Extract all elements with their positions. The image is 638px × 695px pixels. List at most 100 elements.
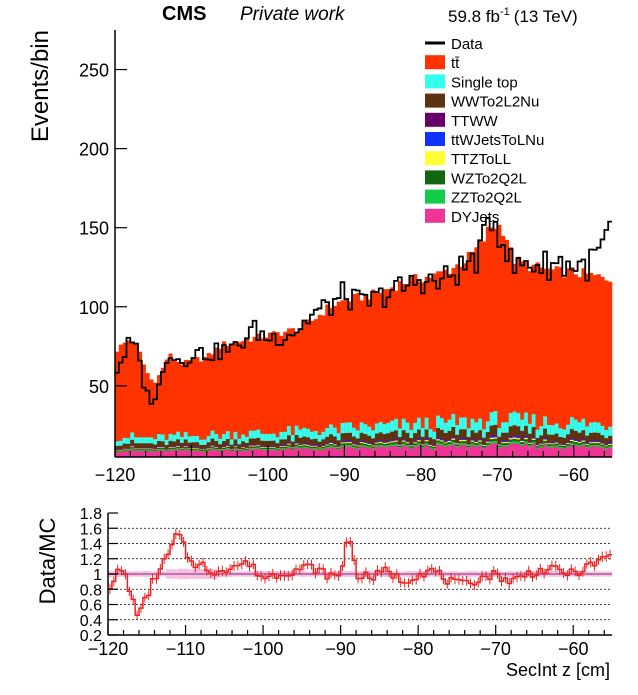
dyjets-bin bbox=[397, 448, 403, 457]
ttwjets-bin bbox=[371, 444, 376, 446]
zzto2q2l-bin bbox=[115, 451, 120, 453]
wzto2q2l-bin bbox=[244, 448, 250, 450]
zzto2q2l-bin bbox=[172, 449, 177, 451]
wwto2l2nu-bin bbox=[179, 442, 185, 448]
ttwjets-bin bbox=[592, 440, 598, 443]
wzto2q2l-bin bbox=[371, 446, 376, 448]
ttztoll-bin bbox=[577, 442, 582, 444]
ttbar-bin bbox=[241, 341, 246, 457]
single-top-bin bbox=[382, 424, 387, 435]
ttbar-bin bbox=[585, 273, 590, 457]
dyjets-bin bbox=[264, 450, 269, 457]
zzto2q2l-bin bbox=[474, 444, 479, 447]
ttztoll-bin bbox=[573, 440, 578, 443]
ttztoll-bin bbox=[378, 441, 383, 443]
dyjets-bin bbox=[589, 446, 594, 457]
wwto2l2nu-bin bbox=[336, 440, 341, 446]
ttbar-bin bbox=[199, 361, 204, 457]
single-top-bin bbox=[489, 412, 494, 426]
ttbar-bin bbox=[153, 382, 158, 457]
wzto2q2l-bin bbox=[313, 446, 318, 448]
wzto2q2l-bin bbox=[344, 443, 349, 445]
band-bin bbox=[344, 571, 349, 577]
ttbar-bin bbox=[168, 353, 173, 457]
main-y-tick-label: 150 bbox=[79, 219, 109, 239]
band-bin bbox=[596, 571, 601, 577]
ttwjets-bin bbox=[309, 445, 315, 447]
band-bin bbox=[243, 571, 248, 577]
wwto2l2nu-bin bbox=[183, 439, 188, 446]
single-top-bin bbox=[359, 422, 364, 433]
dyjets-bin bbox=[409, 448, 414, 457]
band-bin bbox=[173, 569, 179, 579]
wzto2q2l-bin bbox=[501, 443, 506, 445]
single-top-bin bbox=[543, 416, 548, 429]
wzto2q2l-bin bbox=[382, 443, 387, 446]
single-top-bin bbox=[164, 439, 169, 446]
dyjets-bin bbox=[172, 450, 177, 457]
wwto2l2nu-bin bbox=[252, 438, 257, 445]
wzto2q2l-bin bbox=[134, 449, 139, 451]
ttbar-bin bbox=[214, 347, 219, 457]
wwto2l2nu-bin bbox=[566, 434, 571, 442]
wwto2l2nu-bin bbox=[443, 432, 448, 441]
dyjets-bin bbox=[405, 446, 410, 457]
ttztoll-bin bbox=[141, 448, 146, 450]
ttww-bin bbox=[176, 444, 181, 446]
dyjets-bin bbox=[566, 447, 571, 457]
ttwjets-bin bbox=[485, 440, 490, 442]
wzto2q2l-bin bbox=[179, 448, 185, 450]
dyjets-bin bbox=[520, 445, 525, 457]
band-bin bbox=[177, 568, 182, 580]
ttwjets-bin bbox=[271, 446, 276, 447]
legend-zzto2q2l-swatch bbox=[425, 189, 445, 204]
ttbar-bin bbox=[600, 276, 605, 457]
band-bin bbox=[309, 571, 314, 577]
ttztoll-bin bbox=[539, 443, 544, 445]
ttztoll-bin bbox=[485, 441, 490, 443]
ttwjets-bin bbox=[390, 440, 395, 442]
ttww-bin bbox=[478, 438, 483, 440]
band-bin bbox=[239, 571, 244, 577]
ttbar-bin bbox=[141, 364, 146, 457]
dyjets-bin bbox=[287, 447, 292, 457]
ttztoll-bin bbox=[608, 443, 613, 445]
wwto2l2nu-bin bbox=[600, 435, 605, 443]
ttwjets-bin bbox=[462, 438, 468, 440]
ttwjets-bin bbox=[397, 443, 403, 445]
single-top-bin bbox=[531, 414, 536, 428]
cms-label: CMS bbox=[162, 3, 206, 25]
ttww-bin bbox=[600, 442, 605, 443]
wzto2q2l-bin bbox=[482, 445, 487, 448]
ttww-bin bbox=[489, 435, 494, 437]
wzto2q2l-bin bbox=[367, 444, 372, 447]
single-top-bin bbox=[218, 438, 223, 445]
single-top-bin bbox=[244, 436, 250, 443]
ttww-bin bbox=[367, 442, 372, 444]
dyjets-bin bbox=[225, 449, 230, 457]
ttbar-bin bbox=[547, 268, 552, 457]
ttztoll-bin bbox=[497, 444, 502, 446]
ttztoll-bin bbox=[558, 444, 563, 446]
wzto2q2l-bin bbox=[424, 441, 429, 444]
zzto2q2l-bin bbox=[409, 447, 414, 449]
dyjets-bin bbox=[474, 446, 479, 457]
zzto2q2l-bin bbox=[367, 446, 372, 448]
ttbar-bin bbox=[229, 343, 234, 457]
zzto2q2l-bin bbox=[336, 448, 341, 450]
ratio-y-tick-label: 1.8 bbox=[80, 506, 102, 523]
band-bin bbox=[441, 571, 446, 577]
ttww-bin bbox=[508, 435, 513, 437]
dyjets-bin bbox=[355, 449, 360, 457]
ttwjets-bin bbox=[214, 446, 219, 448]
single-top-bin bbox=[405, 422, 410, 433]
zzto2q2l-bin bbox=[558, 446, 563, 449]
ttwjets-bin bbox=[501, 441, 506, 443]
band-bin bbox=[507, 571, 512, 577]
dyjets-bin bbox=[432, 449, 437, 457]
ttwjets-bin bbox=[459, 438, 464, 441]
ttbar-bin bbox=[237, 342, 242, 457]
ttwjets-bin bbox=[516, 436, 521, 439]
wwto2l2nu-bin bbox=[371, 438, 376, 445]
zzto2q2l-bin bbox=[397, 447, 403, 449]
